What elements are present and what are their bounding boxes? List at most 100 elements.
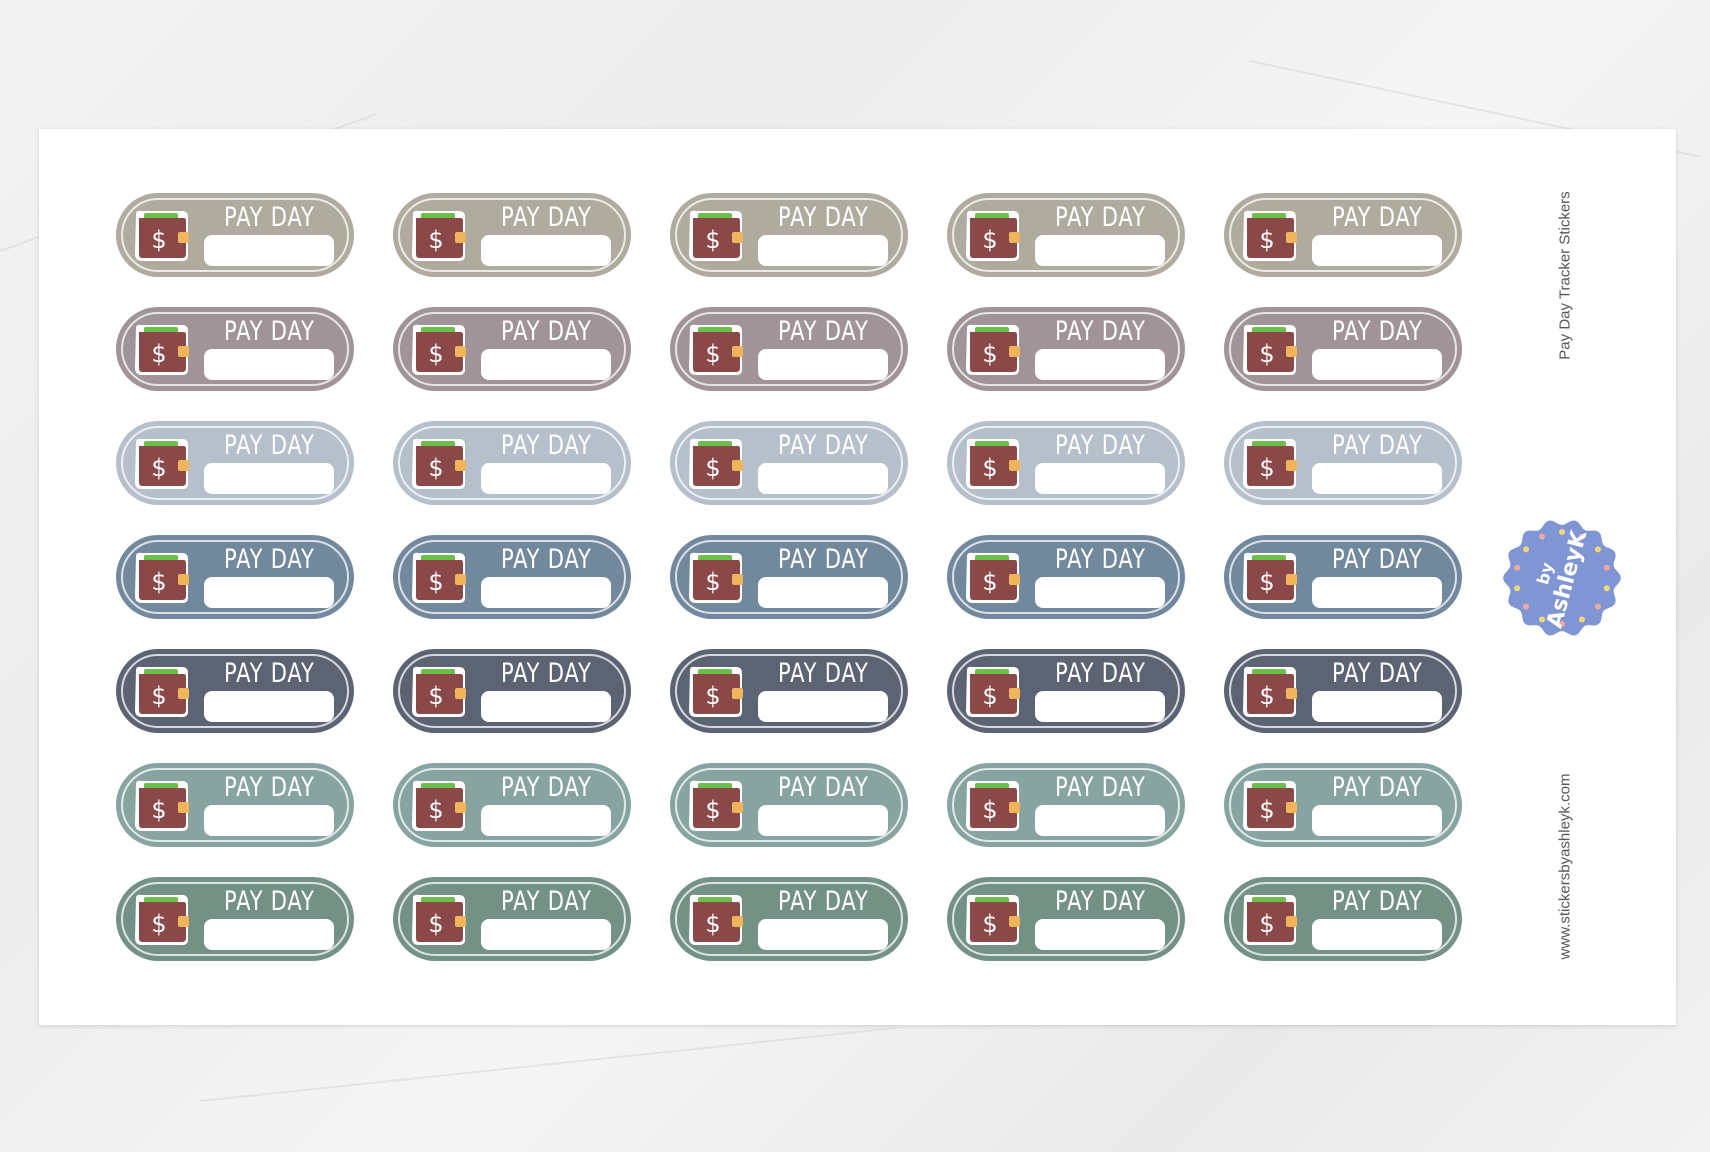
sticker-label: PAY DAY: [778, 430, 869, 461]
pay-day-sticker: $ PAY DAY: [1224, 649, 1462, 733]
write-in-box: [204, 235, 334, 266]
svg-text:$: $: [428, 340, 443, 368]
sticker-border: [952, 768, 1180, 842]
sticker-border: [675, 768, 903, 842]
sticker-border: [952, 540, 1180, 614]
pay-day-sticker: $ PAY DAY: [947, 307, 1185, 391]
write-in-box: [1035, 691, 1165, 722]
sticker-border: [121, 426, 349, 500]
write-in-box: [481, 463, 611, 494]
pay-day-sticker: $ PAY DAY: [1224, 193, 1462, 277]
heart-icon: [1539, 616, 1546, 623]
wallet-icon: $: [1243, 780, 1297, 831]
svg-text:$: $: [151, 340, 166, 368]
sticker-border: [675, 654, 903, 728]
sticker-label: PAY DAY: [1332, 886, 1423, 917]
write-in-box: [758, 463, 888, 494]
pay-day-sticker: $ PAY DAY: [116, 421, 354, 505]
wallet-icon: $: [689, 210, 743, 261]
pay-day-sticker: $ PAY DAY: [116, 193, 354, 277]
sticker-label: PAY DAY: [224, 544, 315, 575]
pay-day-sticker: $ PAY DAY: [947, 421, 1185, 505]
write-in-box: [481, 805, 611, 836]
sticker-border: [1229, 654, 1457, 728]
svg-text:$: $: [982, 796, 997, 824]
pay-day-sticker: $ PAY DAY: [116, 763, 354, 847]
sticker-border: [1229, 198, 1457, 272]
wallet-icon: $: [1243, 666, 1297, 717]
heart-icon: [1523, 546, 1530, 553]
write-in-box: [204, 463, 334, 494]
sticker-border: [121, 768, 349, 842]
wallet-icon: $: [1243, 894, 1297, 945]
wallet-icon: $: [412, 210, 466, 261]
pay-day-sticker: $ PAY DAY: [116, 877, 354, 961]
svg-text:$: $: [1259, 340, 1274, 368]
write-in-box: [1312, 349, 1442, 380]
sticker-border: [121, 198, 349, 272]
pay-day-sticker: $ PAY DAY: [670, 193, 908, 277]
svg-text:$: $: [1259, 796, 1274, 824]
pay-day-sticker: $ PAY DAY: [947, 649, 1185, 733]
sticker-border: [398, 198, 626, 272]
pay-day-sticker: $ PAY DAY: [116, 649, 354, 733]
write-in-box: [1035, 577, 1165, 608]
sticker-label: PAY DAY: [501, 430, 592, 461]
write-in-box: [481, 577, 611, 608]
sticker-label: PAY DAY: [224, 316, 315, 347]
wallet-icon: $: [689, 780, 743, 831]
svg-text:$: $: [705, 454, 720, 482]
svg-text:$: $: [982, 226, 997, 254]
wallet-icon: $: [1243, 324, 1297, 375]
sticker-border: [1229, 882, 1457, 956]
wallet-icon: $: [689, 666, 743, 717]
write-in-box: [481, 919, 611, 950]
sticker-border: [398, 426, 626, 500]
write-in-box: [1312, 577, 1442, 608]
sticker-border: [1229, 312, 1457, 386]
sticker-border: [952, 654, 1180, 728]
sticker-border: [1229, 540, 1457, 614]
write-in-box: [758, 577, 888, 608]
wallet-icon: $: [689, 324, 743, 375]
sticker-label: PAY DAY: [778, 772, 869, 803]
wallet-icon: $: [412, 666, 466, 717]
sticker-label: PAY DAY: [1055, 202, 1146, 233]
write-in-box: [1035, 235, 1165, 266]
heart-icon: [1514, 564, 1521, 571]
sticker-label: PAY DAY: [1055, 430, 1146, 461]
svg-text:$: $: [982, 340, 997, 368]
sticker-border: [675, 540, 903, 614]
sticker-label: PAY DAY: [501, 316, 592, 347]
wallet-icon: $: [412, 780, 466, 831]
pay-day-sticker: $ PAY DAY: [393, 649, 631, 733]
svg-text:$: $: [151, 910, 166, 938]
svg-text:$: $: [151, 226, 166, 254]
sticker-label: PAY DAY: [778, 316, 869, 347]
write-in-box: [481, 235, 611, 266]
sticker-label: PAY DAY: [1332, 316, 1423, 347]
write-in-box: [204, 919, 334, 950]
pay-day-sticker: $ PAY DAY: [1224, 535, 1462, 619]
sticker-label: PAY DAY: [1055, 886, 1146, 917]
pay-day-sticker: $ PAY DAY: [116, 307, 354, 391]
wallet-icon: $: [966, 438, 1020, 489]
wallet-icon: $: [135, 552, 189, 603]
wallet-icon: $: [412, 894, 466, 945]
pay-day-sticker: $ PAY DAY: [393, 421, 631, 505]
svg-text:$: $: [705, 226, 720, 254]
svg-text:$: $: [705, 340, 720, 368]
svg-text:$: $: [428, 682, 443, 710]
wallet-icon: $: [1243, 552, 1297, 603]
heart-icon: [1514, 585, 1521, 592]
sticker-label: PAY DAY: [1055, 658, 1146, 689]
sticker-label: PAY DAY: [224, 886, 315, 917]
pay-day-sticker: $ PAY DAY: [670, 763, 908, 847]
pay-day-sticker: $ PAY DAY: [670, 649, 908, 733]
wallet-icon: $: [966, 324, 1020, 375]
pay-day-sticker: $ PAY DAY: [393, 877, 631, 961]
pay-day-sticker: $ PAY DAY: [947, 763, 1185, 847]
wallet-icon: $: [966, 780, 1020, 831]
sticker-label: PAY DAY: [1055, 316, 1146, 347]
wallet-icon: $: [412, 324, 466, 375]
